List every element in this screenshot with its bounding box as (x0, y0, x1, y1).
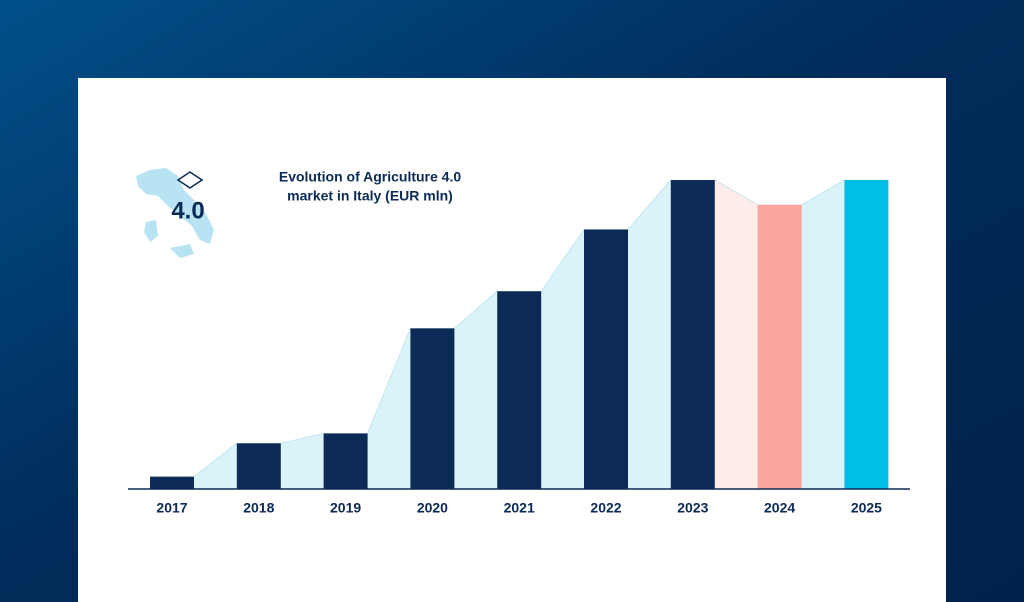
bar (844, 180, 889, 489)
bar (410, 328, 455, 489)
sicily-shape (170, 244, 194, 258)
x-tick-label: 2019 (330, 500, 361, 516)
gap-area (541, 229, 584, 489)
chart-title: Evolution of Agriculture 4.0 (279, 169, 461, 185)
gap-edge (280, 433, 324, 444)
bar (584, 229, 628, 489)
gap-edge (714, 179, 758, 205)
gap-area (801, 180, 845, 489)
chart-title: market in Italy (EUR mln) (287, 188, 453, 204)
bar (150, 476, 194, 489)
x-tick-label: 2024 (764, 500, 795, 516)
gap-area (628, 180, 671, 489)
x-tick-label: 2022 (590, 500, 621, 516)
bar (497, 291, 542, 489)
gap-area (194, 443, 237, 489)
logo-icon (176, 171, 204, 189)
gap-edge (801, 179, 845, 205)
x-tick-label: 2021 (504, 500, 535, 516)
bar (757, 204, 802, 489)
x-tick-label: 2017 (156, 500, 187, 516)
x-tick-label: 2018 (243, 500, 274, 516)
x-tick-label: 2020 (417, 500, 448, 516)
gap-area (280, 433, 324, 489)
x-tick-label: 2025 (851, 500, 882, 516)
gap-edge (367, 328, 411, 434)
italy-shape (136, 168, 214, 244)
logo-text: 4.0 (171, 197, 204, 224)
bar (670, 180, 715, 489)
gap-edge (627, 179, 672, 230)
gap-area (454, 291, 498, 489)
bar (236, 443, 281, 489)
italy-logo: 4.0 (136, 168, 214, 258)
sardinia-shape (144, 220, 158, 242)
gap-area (367, 328, 411, 489)
gap-edge (193, 443, 237, 477)
gap-area (714, 180, 758, 489)
bar (323, 433, 368, 489)
gap-edge (454, 291, 498, 329)
x-tick-label: 2023 (677, 500, 708, 516)
gap-edge (540, 229, 585, 292)
